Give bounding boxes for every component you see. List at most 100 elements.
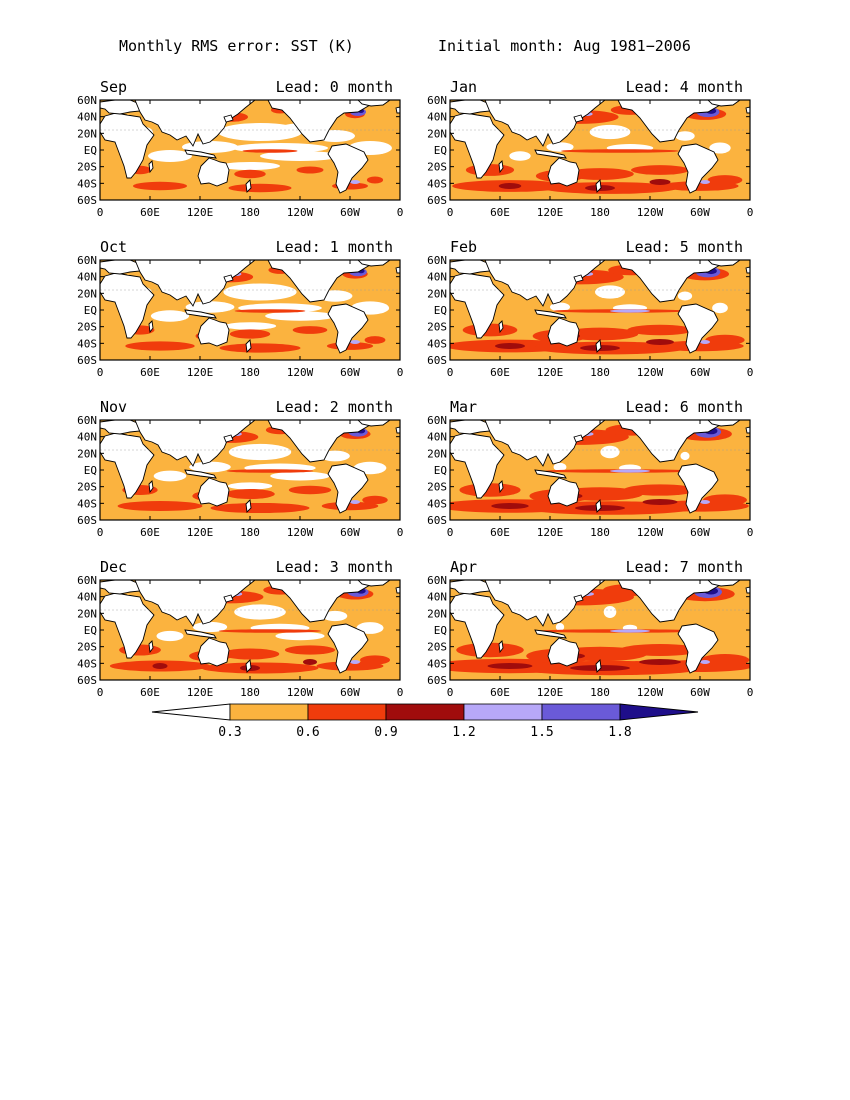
malvinas-peak [700, 180, 710, 184]
lon-tick-label: 0 [447, 366, 454, 379]
australia-land [547, 317, 580, 347]
lat-tick-label: 60S [77, 514, 97, 527]
lat-tick-label: 60S [427, 674, 447, 687]
lon-tick-label: 60E [140, 366, 160, 379]
lat-tick-label: 20N [77, 447, 97, 460]
sst-error-field [100, 420, 400, 520]
indonesia-land [534, 149, 567, 159]
uk-land [745, 586, 750, 594]
lon-tick-label: 60E [490, 686, 510, 699]
europe-land [100, 100, 143, 115]
low-error-patch [185, 301, 235, 313]
high-error-patch [220, 648, 280, 660]
lon-tick-label: 60W [340, 366, 360, 379]
uk-land [745, 426, 750, 434]
lon-tick-label: 60W [340, 526, 360, 539]
indonesia-land [534, 629, 567, 639]
europe-land [450, 580, 493, 595]
low-error-patch [265, 311, 335, 321]
lon-tick-label: 120W [637, 686, 664, 699]
lon-tick-label: 0 [397, 206, 404, 219]
lon-tick-label: 60W [690, 206, 710, 219]
asia-land [484, 100, 606, 147]
high-error-patch [288, 485, 332, 495]
lat-tick-label: 60N [427, 94, 447, 107]
lon-tick-label: 0 [447, 686, 454, 699]
colorbar-left-arrow [151, 703, 231, 721]
lon-tick-label: 120E [537, 686, 564, 699]
lat-tick-label: 40N [427, 271, 447, 284]
low-error-patch [220, 162, 280, 170]
lat-tick-label: 60N [77, 254, 97, 267]
colorbar-segment [385, 703, 465, 721]
lat-tick-label: 40N [427, 591, 447, 604]
indonesia-land [184, 629, 217, 639]
lat-tick-label: EQ [434, 304, 447, 317]
south-america-land [327, 303, 369, 354]
colorbar-label: 1.8 [608, 725, 631, 740]
equatorial-peak [610, 309, 650, 313]
low-error-patch [260, 151, 340, 161]
uk-land [745, 106, 750, 114]
panel-lead-label: Lead: 6 month [626, 398, 743, 416]
sst-error-field [100, 100, 400, 200]
high-error-patch [707, 175, 743, 185]
lat-tick-label: 20N [77, 127, 97, 140]
lon-tick-label: 0 [97, 686, 104, 699]
lon-tick-label: 60W [340, 206, 360, 219]
equatorial-error-band [242, 149, 298, 153]
north-america-land [267, 260, 381, 303]
low-error-patch [589, 124, 631, 140]
madagascar-land [498, 480, 504, 494]
north-america-land [617, 100, 731, 143]
madagascar-land [498, 320, 504, 334]
high-error-patch [703, 494, 747, 506]
low-error-patch [709, 142, 731, 154]
high-error-patch [225, 488, 275, 500]
low-error-patch [675, 131, 695, 141]
very-high-error-patch [152, 663, 168, 669]
low-error-patch [677, 291, 693, 301]
greenland-land [357, 260, 391, 267]
sst-error-field [450, 260, 750, 360]
europe-land [450, 100, 493, 115]
panel-month-label: Sep [100, 78, 127, 96]
australia-land [197, 317, 230, 347]
lon-tick-label: 120W [287, 526, 314, 539]
indonesia-land [534, 309, 567, 319]
greenland-land [357, 580, 391, 587]
lat-tick-label: EQ [84, 144, 97, 157]
japan-land [573, 114, 584, 123]
high-error-patch [292, 326, 328, 334]
africa-land [450, 112, 505, 179]
panel-lead-label: Lead: 2 month [276, 398, 393, 416]
north-america-land [617, 260, 731, 303]
asia-land [484, 580, 606, 627]
panel-month-label: Nov [100, 398, 127, 416]
high-error-patch [219, 343, 301, 353]
high-error-patch [229, 329, 271, 339]
panel-month-label: Oct [100, 238, 127, 256]
greenland-land [707, 420, 741, 427]
uk-land [395, 586, 400, 594]
greenland-land [707, 100, 741, 107]
europe-land [450, 420, 493, 435]
low-error-patch [595, 285, 625, 299]
high-error-patch [705, 334, 745, 346]
lon-tick-label: 0 [747, 686, 754, 699]
lon-tick-label: 60W [690, 686, 710, 699]
europe-land [100, 420, 143, 435]
africa-land [450, 432, 505, 499]
indonesia-land [184, 469, 217, 479]
panel-lead-label: Lead: 7 month [626, 558, 743, 576]
equatorial-error-band [234, 309, 306, 313]
north-america-land [267, 420, 381, 463]
lon-tick-label: 60W [690, 366, 710, 379]
high-error-patch [228, 183, 292, 193]
greenland-land [707, 260, 741, 267]
africa-land [100, 272, 155, 339]
colorbar-label: 0.9 [374, 725, 397, 740]
lat-tick-label: 20S [427, 481, 447, 494]
